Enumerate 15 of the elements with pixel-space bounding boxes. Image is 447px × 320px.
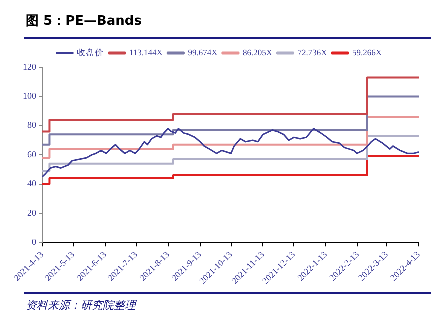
chart-title: 图 5：PE—Bands <box>26 13 142 30</box>
text: 资料来源：研究院整理 <box>26 298 136 313</box>
legend-label: 72.736X <box>298 47 328 58</box>
y-tick-label: 80 <box>28 120 37 130</box>
y-tick-label: 20 <box>28 208 37 218</box>
legend-label: 99.674X <box>188 47 218 58</box>
legend-label: 113.144X <box>130 47 163 58</box>
y-tick-label: 100 <box>23 91 37 102</box>
y-tick-label: 120 <box>23 62 37 72</box>
y-tick-label: 0 <box>32 237 37 248</box>
legend-label: 86.205X <box>242 47 272 58</box>
legend-label: 收盘价 <box>77 47 104 58</box>
y-tick-label: 60 <box>28 149 37 160</box>
y-tick-label: 40 <box>28 178 37 189</box>
legend-label: 59.266X <box>352 47 382 58</box>
